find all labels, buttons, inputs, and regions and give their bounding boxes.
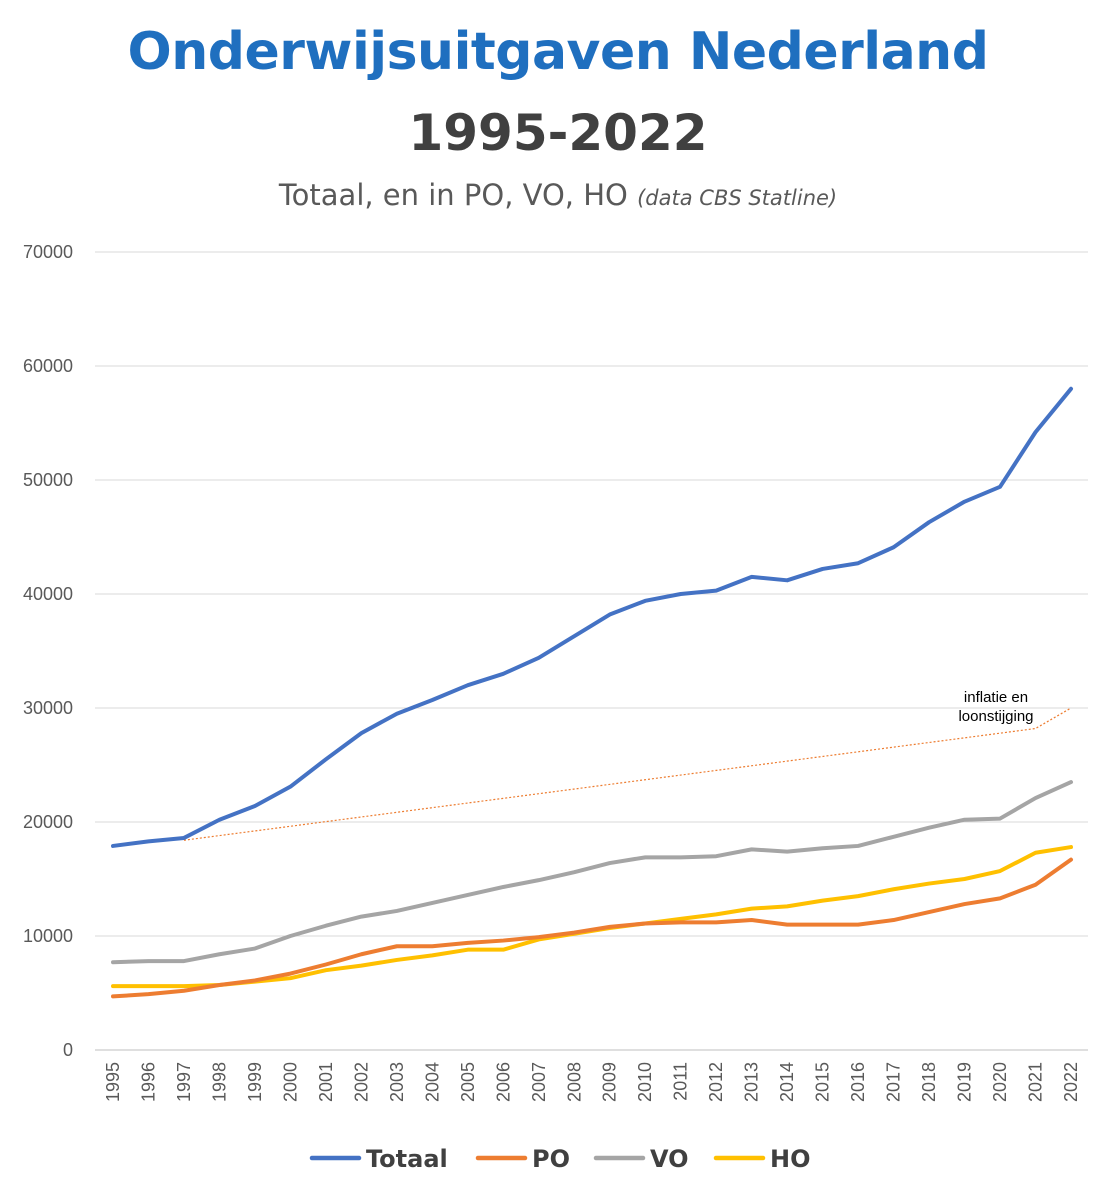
y-tick-label: 20000 — [23, 812, 73, 832]
x-tick-label: 2008 — [564, 1062, 584, 1102]
legend-label-ho: HO — [770, 1145, 811, 1173]
x-tick-label: 2002 — [351, 1062, 371, 1102]
chart-title: Onderwijsuitgaven Nederland — [127, 22, 989, 82]
y-tick-label: 60000 — [23, 356, 73, 376]
y-tick-label: 0 — [63, 1040, 73, 1060]
legend-label-vo: VO — [650, 1145, 689, 1173]
subtitle-main: Totaal, en in PO, VO, HO — [278, 178, 628, 212]
reference-line-path — [183, 707, 1072, 841]
x-tick-label: 2004 — [422, 1062, 442, 1102]
x-tick-label: 2011 — [671, 1062, 691, 1101]
x-axis-ticks: 1995 1996 1997 1998 1999 2000 2001 2002 2003 2004… — [103, 1062, 1081, 1102]
x-tick-label: 2006 — [493, 1062, 513, 1102]
x-tick-label: 1995 — [103, 1062, 123, 1102]
series-line-po — [111, 857, 1073, 999]
x-tick-label: 2010 — [635, 1062, 655, 1102]
legend-label-totaal: Totaal — [366, 1145, 448, 1173]
y-tick-label: 40000 — [23, 584, 73, 604]
subtitle-source: (data CBS Statline) — [637, 186, 838, 210]
x-tick-label: 1997 — [174, 1062, 194, 1102]
x-tick-label: 1998 — [209, 1062, 229, 1102]
x-tick-label: 2016 — [848, 1062, 868, 1102]
y-tick-label: 30000 — [23, 698, 73, 718]
chart-subtitle: Totaal, en in PO, VO, HO (data CBS Statl… — [0, 178, 1116, 212]
y-axis-ticks: 0 10000 20000 30000 40000 50000 60000 70000 — [23, 242, 73, 1060]
legend-label-po: PO — [532, 1145, 570, 1173]
x-tick-label: 2005 — [458, 1062, 478, 1102]
x-tick-label: 1999 — [245, 1062, 265, 1102]
x-tick-label: 2021 — [1026, 1062, 1046, 1102]
x-tick-label: 2017 — [884, 1062, 904, 1102]
series-line-totaal — [111, 386, 1073, 848]
y-tick-label: 70000 — [23, 242, 73, 262]
x-tick-label: 2014 — [777, 1062, 797, 1102]
y-tick-label: 50000 — [23, 470, 73, 490]
x-tick-label: 2000 — [280, 1062, 300, 1102]
x-tick-label: 2015 — [813, 1062, 833, 1102]
x-tick-label: 2007 — [529, 1062, 549, 1102]
chart-year-range: 1995-2022 — [408, 104, 708, 162]
x-tick-label: 2019 — [955, 1062, 975, 1102]
legend: Totaal PO VO HO — [309, 1145, 811, 1173]
x-tick-label: 2009 — [600, 1062, 620, 1102]
series-line-vo — [111, 780, 1073, 965]
series-lines — [111, 386, 1073, 999]
gridlines — [95, 251, 1088, 1051]
x-tick-label: 1996 — [138, 1062, 158, 1102]
x-tick-label: 2020 — [990, 1062, 1010, 1102]
x-tick-label: 2001 — [316, 1062, 336, 1102]
x-tick-label: 2012 — [706, 1062, 726, 1102]
reference-line-label-2: loonstijging — [958, 708, 1033, 725]
x-tick-label: 2018 — [919, 1062, 939, 1102]
y-tick-label: 10000 — [23, 926, 73, 946]
x-tick-label: 2003 — [387, 1062, 407, 1102]
x-tick-label: 2022 — [1061, 1062, 1081, 1102]
reference-line-label-1: inflatie en — [964, 689, 1028, 706]
reference-line: inflatie en loonstijging — [183, 689, 1072, 841]
x-tick-label: 2013 — [742, 1062, 762, 1102]
